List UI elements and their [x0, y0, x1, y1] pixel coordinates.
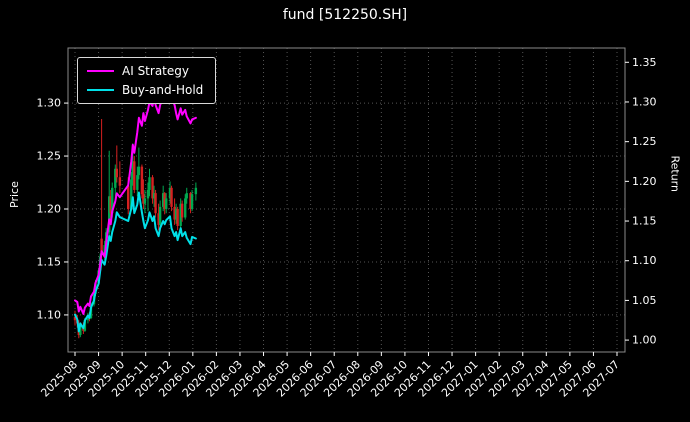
- left-tick-label: 1.15: [37, 255, 62, 268]
- y-axis-label-return: Return: [669, 155, 682, 192]
- candle-body: [151, 177, 154, 199]
- candle-body: [148, 177, 151, 190]
- legend-label-buy-and-hold: Buy-and-Hold: [122, 83, 204, 97]
- candle-body: [100, 238, 103, 254]
- candle-body: [185, 193, 188, 199]
- candle-body: [118, 177, 122, 186]
- candle-body: [190, 194, 194, 210]
- legend-line-swatch-ai-strategy: [87, 69, 114, 73]
- candle-body: [133, 161, 136, 190]
- left-tick-label: 1.25: [37, 150, 62, 163]
- right-tick-label: 1.30: [632, 95, 657, 108]
- candle-body: [137, 166, 141, 176]
- right-tick-label: 1.35: [632, 56, 657, 69]
- candle-body: [109, 196, 112, 214]
- candle-body: [180, 203, 184, 218]
- candle-body: [108, 196, 111, 233]
- x-axis-ticks: 2025-082025-092025-102025-112025-122026-…: [38, 352, 622, 400]
- right-tick-label: 1.25: [632, 135, 657, 148]
- right-tick-label: 1.00: [632, 334, 657, 347]
- candle-body: [154, 193, 157, 214]
- candle-body: [140, 166, 144, 195]
- right-axis-ticks: 1.00 1.05 1.10 1.15 1.20 1.25 1.30 1.35: [625, 56, 657, 347]
- candle-body: [170, 187, 173, 207]
- candle-body: [152, 193, 156, 199]
- legend-line-swatch-buy-and-hold: [87, 88, 114, 92]
- candle-body: [115, 168, 119, 178]
- candle-body: [114, 168, 117, 188]
- candle-body: [163, 193, 166, 210]
- right-tick-label: 1.05: [632, 294, 657, 307]
- candle-body: [79, 325, 82, 336]
- candle-body: [184, 198, 187, 218]
- candle-body: [168, 187, 172, 199]
- candle-body: [131, 161, 134, 180]
- candle-body: [127, 185, 130, 210]
- legend-item-ai-strategy: AI Strategy: [87, 65, 203, 77]
- plot-frame: [67, 47, 626, 353]
- right-tick-label: 1.10: [632, 254, 657, 267]
- candle-body: [165, 198, 168, 210]
- left-tick-label: 1.20: [37, 203, 62, 216]
- candle-body: [136, 175, 139, 190]
- y-axis-label-price: Price: [8, 181, 21, 208]
- candle-body: [158, 206, 162, 225]
- candle-body: [143, 198, 147, 204]
- candle-body: [161, 193, 165, 207]
- legend: AI Strategy Buy-and-Hold: [77, 57, 217, 104]
- candle-body: [130, 179, 133, 210]
- candle-body: [86, 314, 90, 321]
- candle-body: [194, 187, 198, 195]
- right-tick-label: 1.20: [632, 175, 657, 188]
- left-tick-label: 1.10: [37, 308, 62, 321]
- series-line-ai-strategy: [74, 88, 197, 315]
- right-tick-label: 1.15: [632, 215, 657, 228]
- series-line-buy-and-hold: [74, 191, 197, 333]
- candle-body: [189, 193, 192, 210]
- candle-body: [73, 317, 77, 321]
- left-tick-label: 1.30: [37, 97, 62, 110]
- candle-body: [142, 194, 145, 204]
- candle-body: [174, 209, 178, 220]
- candle-body: [176, 209, 179, 226]
- candle-body: [157, 213, 160, 225]
- legend-item-buy-and-hold: Buy-and-Hold: [87, 84, 203, 96]
- chart-title: fund [512250.SH]: [282, 7, 408, 23]
- candle-body: [111, 187, 114, 214]
- candle-body: [146, 189, 150, 199]
- candle-body: [173, 206, 176, 220]
- legend-label-ai-strategy: AI Strategy: [122, 64, 189, 78]
- candle-body: [179, 203, 182, 226]
- left-axis-ticks: 1.10 1.15 1.20 1.25 1.30: [37, 97, 68, 321]
